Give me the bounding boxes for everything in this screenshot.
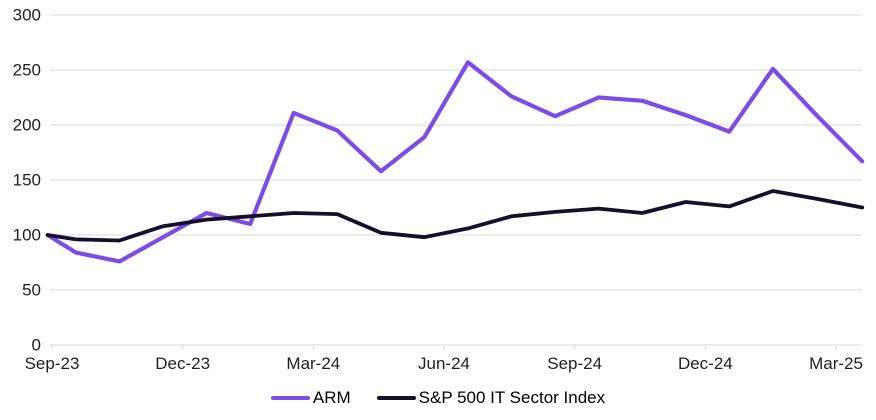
legend-item-sp500-it: S&P 500 IT Sector Index xyxy=(376,388,606,408)
legend-item-arm: ARM xyxy=(270,388,351,408)
y-axis-label-200: 200 xyxy=(13,116,41,135)
arm-line-swatch xyxy=(270,396,310,400)
y-axis-label-100: 100 xyxy=(13,226,41,245)
y-axis-label-250: 250 xyxy=(13,61,41,80)
sp500-it-legend-label: S&P 500 IT Sector Index xyxy=(418,388,606,407)
x-axis-label-Dec-24: Dec-24 xyxy=(678,354,733,373)
y-axis-label-50: 50 xyxy=(22,281,41,300)
series-line-arm xyxy=(45,60,865,264)
y-axis-label-0: 0 xyxy=(32,336,41,355)
x-axis-label-Mar-24: Mar-24 xyxy=(286,354,340,373)
series-line-sp500-it-index xyxy=(45,189,865,243)
y-axis-label-300: 300 xyxy=(13,6,41,25)
x-axis-label-Sep-23: Sep-23 xyxy=(25,354,80,373)
y-axis-label-150: 150 xyxy=(13,171,41,190)
x-axis-label-Mar-25: Mar-25 xyxy=(809,354,863,373)
sp500-it-line-swatch xyxy=(376,396,416,400)
x-axis-label-Sep-24: Sep-24 xyxy=(547,354,602,373)
arm-legend-label: ARM xyxy=(312,388,351,407)
chart-legend: ARM S&P 500 IT Sector Index xyxy=(0,388,876,408)
x-axis-label-Jun-24: Jun-24 xyxy=(418,354,470,373)
x-axis-label-Dec-23: Dec-23 xyxy=(155,354,210,373)
